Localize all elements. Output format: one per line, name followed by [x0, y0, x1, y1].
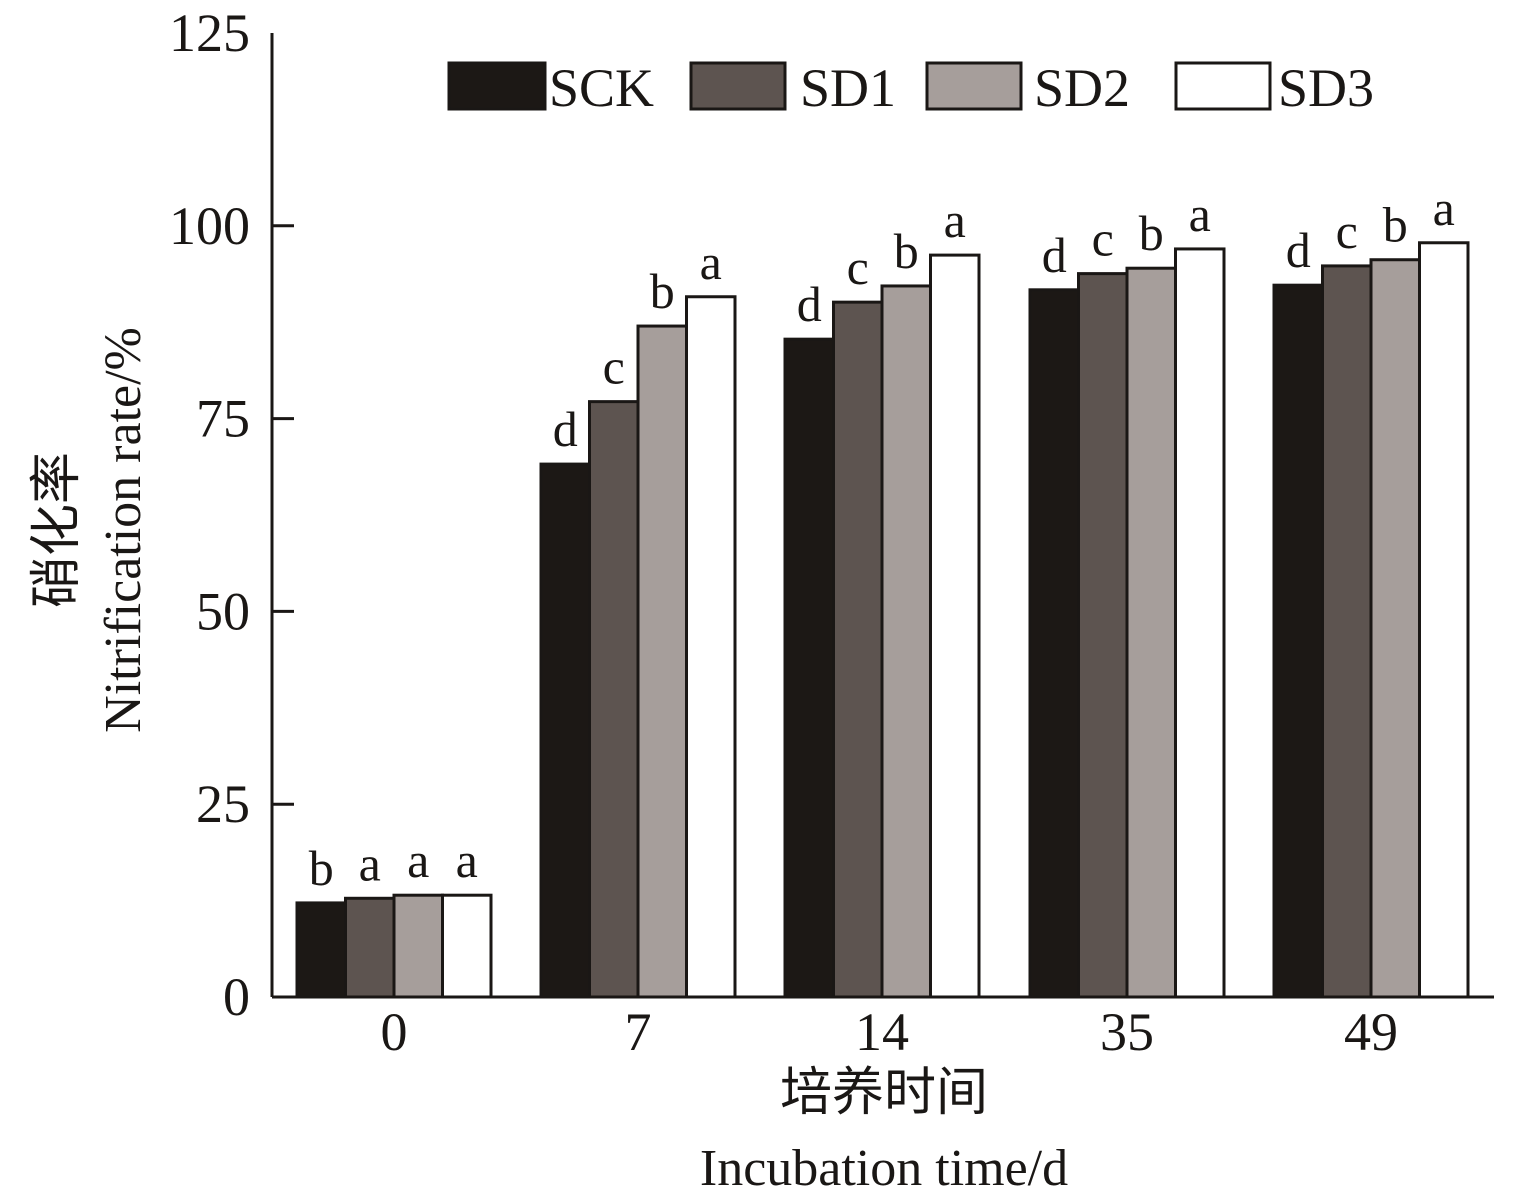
legend-label-sd1: SD1 [800, 58, 896, 118]
y-tick-label: 100 [169, 196, 250, 256]
significance-letter: a [407, 832, 429, 888]
legend-label-sd2: SD2 [1034, 58, 1130, 118]
bar-sd2-day-7 [636, 324, 688, 999]
bar-sck-day-35 [1028, 288, 1080, 999]
significance-letter: d [553, 401, 578, 457]
bar-sd1-day-7 [588, 400, 640, 999]
bar-sd1-day-49 [1321, 264, 1373, 999]
bar-sd3-day-14 [929, 253, 981, 999]
significance-letter: a [359, 835, 381, 891]
bar-sck-day-49 [1272, 283, 1324, 999]
bar-sd2-day-0 [392, 893, 444, 999]
bar-sd1-day-35 [1077, 272, 1129, 999]
y-tick-label: 25 [196, 774, 250, 834]
significance-letter: d [797, 276, 822, 332]
significance-letter: a [944, 192, 966, 248]
bar-sd2-day-35 [1125, 266, 1177, 999]
y-tick-label: 75 [196, 389, 250, 449]
legend-swatch-sd1 [689, 61, 787, 111]
x-ticks-group: 0 7 14 35 49 [381, 1002, 1399, 1062]
y-tick-label: 125 [169, 3, 250, 63]
bar-sd1-day-14 [832, 300, 884, 999]
bar-sck-day-0 [295, 901, 347, 999]
x-tick-label: 14 [855, 1002, 909, 1062]
significance-letter: c [603, 339, 625, 395]
x-tick-label: 49 [1344, 1002, 1398, 1062]
significance-letter: a [456, 832, 478, 888]
bar-sd2-day-14 [880, 284, 932, 999]
x-tick-label: 35 [1100, 1002, 1154, 1062]
y-tick-label: 0 [223, 967, 250, 1027]
significance-letter: c [1092, 211, 1114, 267]
x-tick-label: 7 [625, 1002, 652, 1062]
significance-letter: c [847, 239, 869, 295]
bar-sck-day-14 [783, 337, 835, 999]
significance-letter: a [1189, 186, 1211, 242]
legend-swatch-sck [447, 61, 547, 111]
x-axis-title: Incubation time/d [700, 1140, 1068, 1197]
significance-letter: a [700, 234, 722, 290]
bar-sd1-day-0 [344, 896, 396, 999]
y-axis-title: Nitrification rate/% [95, 327, 152, 733]
y-axis-title-cn: 硝化率 [29, 452, 86, 608]
legend: SCK SD1 SD2 SD3 [447, 58, 1374, 118]
significance-letter: d [1286, 222, 1311, 278]
significance-letter: b [894, 223, 919, 279]
significance-letter: d [1042, 227, 1067, 283]
bar-sd3-day-49 [1418, 241, 1470, 999]
significance-letter: b [1383, 197, 1408, 253]
legend-label-sck: SCK [549, 58, 654, 118]
bar-sd3-day-0 [441, 893, 493, 999]
x-axis-title-cn: 培养时间 [780, 1065, 988, 1122]
x-tick-label: 0 [381, 1002, 408, 1062]
significance-letter: a [1433, 180, 1455, 236]
bars-group [295, 241, 1470, 999]
significance-letter: b [309, 840, 334, 896]
significance-letter: b [1139, 205, 1164, 261]
legend-swatch-sd3 [1174, 61, 1272, 111]
bar-sd3-day-7 [685, 295, 737, 999]
bar-sd2-day-49 [1369, 258, 1421, 999]
significance-letter: c [1336, 203, 1358, 259]
y-ticks-group: 0 25 50 75 100 125 [169, 3, 294, 1027]
legend-label-sd3: SD3 [1278, 58, 1374, 118]
bar-sd3-day-35 [1174, 247, 1226, 999]
significance-letter: b [650, 263, 675, 319]
bar-sck-day-7 [539, 462, 591, 999]
legend-swatch-sd2 [925, 61, 1023, 111]
y-tick-label: 50 [196, 581, 250, 641]
